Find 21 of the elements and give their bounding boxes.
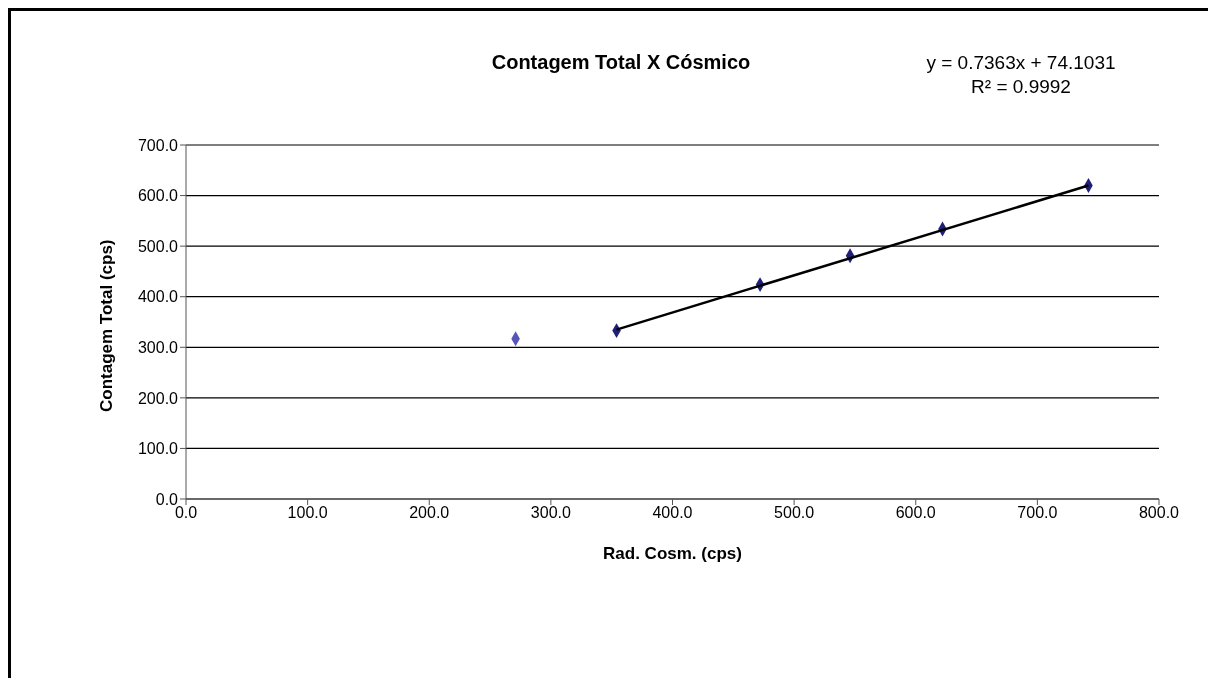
x-tick-label: 400.0 (652, 504, 693, 522)
y-tick-label: 100.0 (137, 440, 179, 458)
x-tick-label: 600.0 (895, 504, 936, 522)
y-tick-label: 600.0 (137, 187, 179, 205)
y-tick-label: 400.0 (137, 288, 179, 306)
y-tick-label: 700.0 (137, 136, 179, 154)
chart-title: Contagem Total X Cósmico (491, 51, 751, 73)
x-tick-label: 0.0 (174, 504, 198, 522)
x-tick-label: 800.0 (1138, 504, 1180, 522)
x-tick-label: 300.0 (530, 504, 571, 522)
text: R² = 0.9992 (970, 75, 1072, 99)
x-tick-label: 700.0 (1017, 504, 1058, 522)
x-tick-label: 100.0 (287, 504, 328, 522)
text: y = 0.7363x + 74.1031 (925, 51, 1117, 75)
x-tick-label: 200.0 (409, 504, 450, 522)
x-axis-title: Rad. Cosm. (cps) (603, 544, 742, 563)
x-tick-label: 500.0 (774, 504, 815, 522)
y-tick-label: 500.0 (137, 237, 179, 255)
y-tick-label: 200.0 (137, 389, 179, 407)
y-axis-title: Contagem Total (cps) (97, 239, 117, 412)
y-tick-label: 300.0 (137, 338, 179, 356)
